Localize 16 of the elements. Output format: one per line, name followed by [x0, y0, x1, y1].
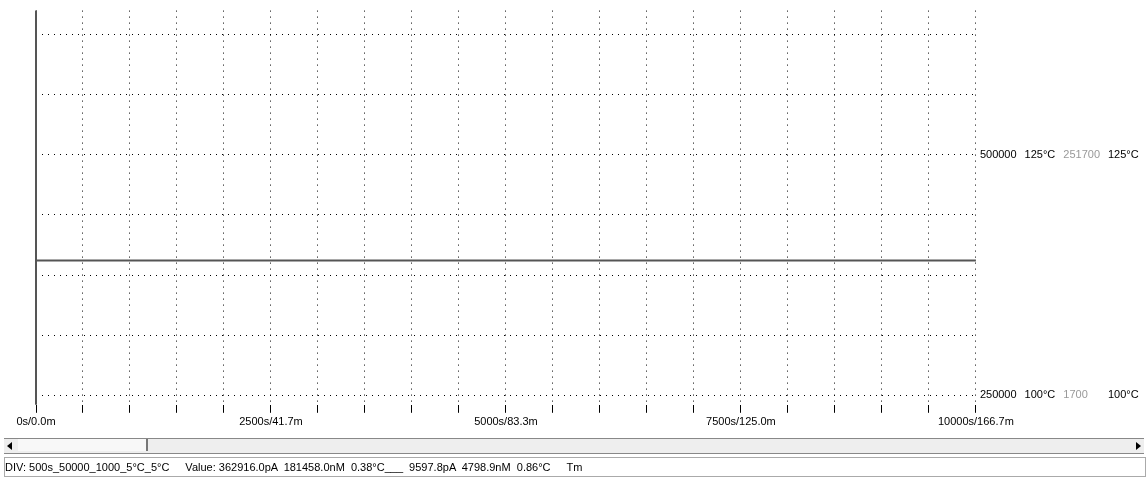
- y-tick-label: 500000: [979, 147, 1017, 160]
- x-tick-label: 10000s/166.7m: [937, 415, 1014, 428]
- y2-tick-label: 100°C: [1024, 388, 1056, 401]
- text: 125°C: [1108, 147, 1139, 160]
- text: Value: 362916.0pA 181458.0nM 0.38°C___ 9597.8pA 4798.9nM 0.86°C: [185, 461, 551, 473]
- x-tick-label: 5000s/83.3m: [474, 415, 538, 428]
- x-tick-label: 2500s/41.7m: [239, 415, 303, 428]
- y-tick-label: 250000: [979, 388, 1017, 401]
- x-tick-label: 7500s/125.0m: [706, 415, 776, 428]
- y3-tick-label: 1700: [1063, 388, 1088, 401]
- y3-tick-label: 251700: [1063, 147, 1101, 160]
- x-tick-label: 0s/0.0m: [16, 415, 56, 428]
- text: DIV: 500s_50000_1000_5°C_5°C: [5, 461, 170, 473]
- text: 100°C: [1108, 388, 1139, 401]
- text: Tm: [566, 461, 583, 473]
- y2-tick-label: 125°C: [1024, 147, 1056, 160]
